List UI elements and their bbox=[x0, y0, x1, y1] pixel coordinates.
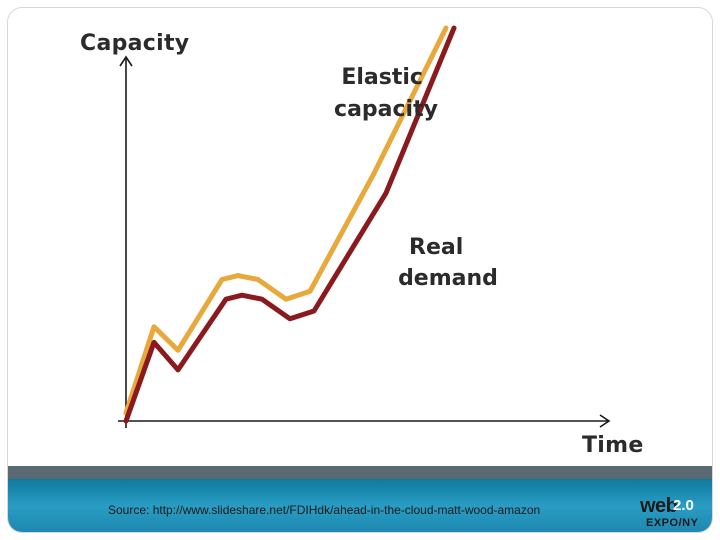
slide: Capacity Time Elastic capacity Real dema… bbox=[8, 8, 712, 532]
logo-version: 2.0 bbox=[673, 497, 694, 514]
axes bbox=[118, 55, 611, 428]
x-axis-title: Time bbox=[582, 433, 644, 458]
x-axis-arrowhead bbox=[599, 414, 611, 428]
footer-band bbox=[8, 466, 712, 532]
source-note: Source: http://www.slideshare.net/FDIHdk… bbox=[108, 503, 541, 517]
series-line-real-demand bbox=[123, 25, 457, 424]
logo-word: web bbox=[640, 495, 678, 517]
web2-expo-logo: web 2.0 EXPO/NY bbox=[640, 495, 698, 532]
chart: Capacity Time Elastic capacity Real dema… bbox=[80, 25, 644, 458]
series-layer bbox=[123, 25, 457, 424]
series-label-elastic-line-2: capacity bbox=[334, 97, 438, 122]
series-label-elastic-capacity: Elastic capacity bbox=[334, 65, 438, 122]
series-label-real-demand: Real demand bbox=[398, 235, 498, 291]
series-line-elastic-capacity bbox=[123, 25, 449, 416]
series-label-real-line-1: Real bbox=[409, 235, 463, 260]
series-label-elastic-line-1: Elastic bbox=[341, 65, 423, 90]
series-label-real-line-2: demand bbox=[398, 266, 498, 291]
logo-sub: EXPO/NY bbox=[646, 517, 699, 529]
y-axis-arrowhead bbox=[119, 55, 133, 67]
y-axis-title: Capacity bbox=[80, 31, 189, 56]
